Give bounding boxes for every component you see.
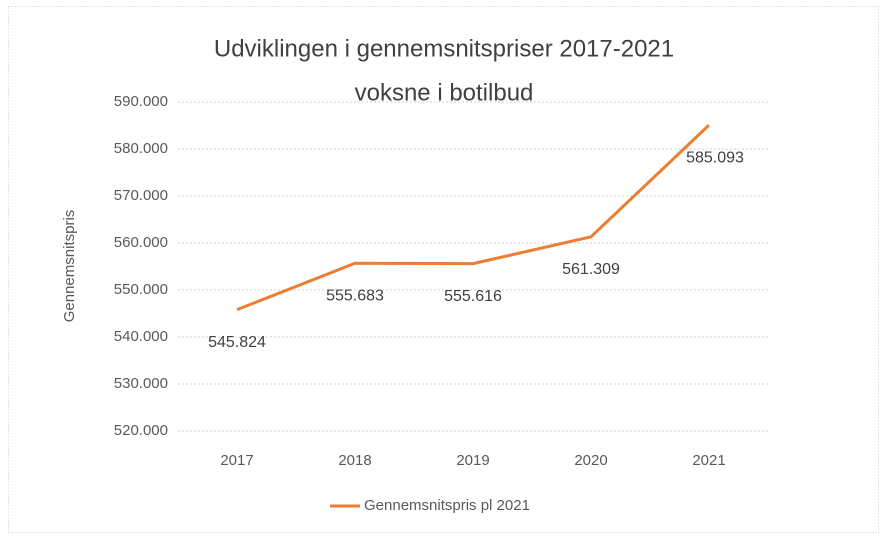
y-tick-label: 560.000 [114, 234, 168, 251]
x-tick-label: 2018 [338, 452, 371, 469]
x-tick-label: 2020 [574, 452, 607, 469]
y-tick-label: 530.000 [114, 375, 168, 392]
legend-label: Gennemsnitspris pl 2021 [364, 497, 530, 514]
data-label: 561.309 [562, 261, 620, 278]
data-label: 555.683 [326, 288, 384, 305]
chart-border [8, 6, 879, 533]
data-label: 585.093 [686, 149, 744, 166]
y-axis-label: Gennemsnitspris [61, 210, 78, 323]
data-label: 545.824 [208, 334, 266, 351]
chart-title: Udviklingen i gennemsnitspriser 2017-202… [214, 35, 674, 62]
x-tick-label: 2017 [220, 452, 253, 469]
y-tick-label: 590.000 [114, 93, 168, 110]
y-tick-label: 570.000 [114, 187, 168, 204]
y-tick-label: 550.000 [114, 281, 168, 298]
x-tick-label: 2019 [456, 452, 489, 469]
y-tick-label: 540.000 [114, 328, 168, 345]
x-tick-label: 2021 [692, 452, 725, 469]
data-label: 555.616 [444, 288, 502, 305]
y-tick-label: 580.000 [114, 140, 168, 157]
y-tick-label: 520.000 [114, 422, 168, 439]
data-line [236, 123, 711, 312]
